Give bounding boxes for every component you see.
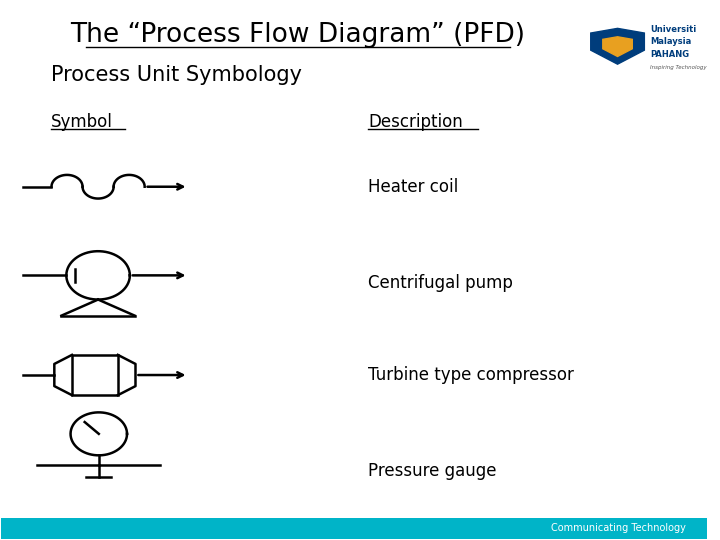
- Text: Communicating Technology: Communicating Technology: [551, 523, 686, 534]
- Text: Centrifugal pump: Centrifugal pump: [369, 274, 513, 293]
- Polygon shape: [590, 29, 644, 64]
- Text: The “Process Flow Diagram” (PFD): The “Process Flow Diagram” (PFD): [71, 22, 526, 48]
- Text: Pressure gauge: Pressure gauge: [369, 462, 497, 481]
- Text: Universiti
Malaysia
PAHANG: Universiti Malaysia PAHANG: [650, 25, 696, 59]
- Text: Description: Description: [369, 113, 463, 131]
- Bar: [1, 518, 707, 538]
- Text: Turbine type compressor: Turbine type compressor: [369, 366, 575, 384]
- Text: Symbol: Symbol: [51, 113, 112, 131]
- Polygon shape: [603, 37, 632, 57]
- Text: Process Unit Symbology: Process Unit Symbology: [51, 65, 302, 85]
- Bar: [72, 355, 118, 395]
- Text: Inspiring Technology: Inspiring Technology: [650, 65, 706, 70]
- Text: Heater coil: Heater coil: [369, 178, 459, 195]
